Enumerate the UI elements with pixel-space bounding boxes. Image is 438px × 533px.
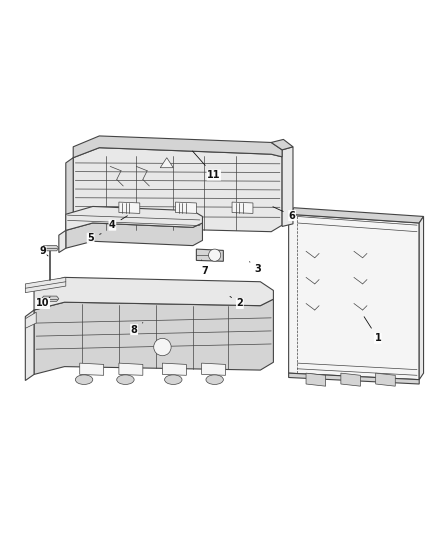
Polygon shape — [42, 296, 59, 301]
Polygon shape — [73, 136, 282, 158]
Polygon shape — [232, 202, 253, 213]
Polygon shape — [25, 310, 34, 381]
Polygon shape — [66, 206, 202, 230]
Polygon shape — [289, 214, 419, 379]
Text: 9: 9 — [39, 246, 48, 256]
Polygon shape — [160, 158, 173, 168]
Polygon shape — [25, 312, 36, 328]
Polygon shape — [201, 363, 226, 375]
Polygon shape — [176, 202, 196, 213]
Polygon shape — [376, 373, 395, 386]
Text: 8: 8 — [131, 322, 143, 335]
Polygon shape — [66, 223, 202, 248]
Polygon shape — [306, 373, 325, 386]
Text: 7: 7 — [201, 260, 208, 276]
Polygon shape — [34, 299, 273, 375]
Text: 6: 6 — [273, 207, 296, 221]
Polygon shape — [59, 230, 66, 253]
Text: 4: 4 — [109, 216, 127, 230]
Polygon shape — [289, 373, 419, 384]
Text: 11: 11 — [193, 151, 220, 180]
Polygon shape — [34, 277, 273, 310]
Circle shape — [208, 249, 221, 261]
Polygon shape — [196, 249, 223, 261]
Text: 2: 2 — [230, 296, 243, 309]
Text: 3: 3 — [250, 262, 261, 273]
Ellipse shape — [165, 375, 182, 384]
Polygon shape — [80, 363, 104, 375]
Polygon shape — [162, 363, 186, 375]
Polygon shape — [73, 148, 282, 237]
Polygon shape — [289, 208, 424, 223]
Text: 5: 5 — [87, 233, 101, 243]
Ellipse shape — [206, 375, 223, 384]
Polygon shape — [419, 216, 424, 379]
Ellipse shape — [75, 375, 93, 384]
Polygon shape — [42, 246, 59, 251]
Polygon shape — [271, 140, 293, 150]
Polygon shape — [282, 147, 293, 227]
Polygon shape — [119, 202, 140, 213]
Text: 10: 10 — [36, 297, 50, 309]
Polygon shape — [119, 363, 143, 375]
Ellipse shape — [117, 375, 134, 384]
Polygon shape — [66, 158, 73, 241]
Text: 1: 1 — [364, 317, 381, 343]
Polygon shape — [341, 373, 360, 386]
Circle shape — [154, 338, 171, 356]
Polygon shape — [25, 277, 66, 293]
